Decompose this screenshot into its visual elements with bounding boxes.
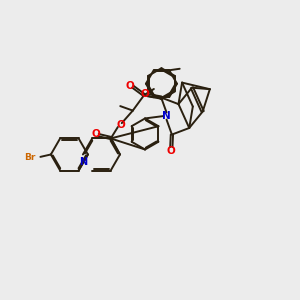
Text: O: O [140, 89, 149, 99]
Text: N: N [79, 157, 87, 166]
Text: Br: Br [25, 153, 36, 162]
Text: O: O [125, 80, 134, 91]
Text: O: O [91, 130, 100, 140]
Text: O: O [167, 146, 176, 156]
Text: O: O [116, 120, 125, 130]
Text: N: N [162, 111, 171, 121]
